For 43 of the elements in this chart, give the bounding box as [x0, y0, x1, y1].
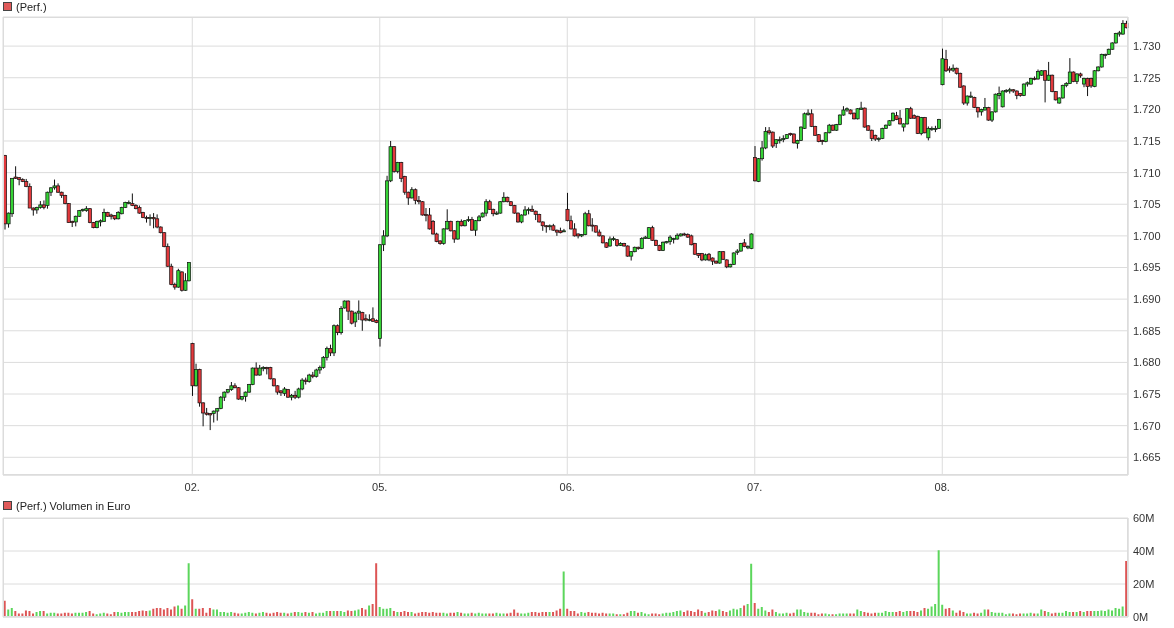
candlestick	[862, 106, 867, 129]
candlestick	[427, 207, 432, 231]
bar	[375, 563, 378, 617]
x-tick-label: 07.	[747, 480, 763, 493]
y-tick-label: 60M	[1133, 511, 1155, 524]
candlestick	[356, 299, 361, 321]
y-tick-label: 1.685	[1133, 324, 1161, 337]
x-tick-label: 08.	[934, 480, 950, 493]
bar	[173, 606, 176, 617]
y-tick-label: 1.730	[1133, 40, 1161, 52]
y-tick-label: 1.720	[1133, 103, 1161, 116]
bar	[562, 571, 565, 617]
y-tick-label: 1.680	[1133, 356, 1161, 369]
y-tick-label: 1.710	[1133, 166, 1161, 179]
bar	[187, 563, 190, 617]
y-tick-label: 1.715	[1133, 134, 1161, 147]
y-tick-label: 1.670	[1133, 419, 1161, 432]
x-tick-label: 02.	[184, 480, 200, 493]
y-tick-label: 1.695	[1133, 261, 1161, 274]
y-tick-label: 1.690	[1133, 293, 1161, 306]
bar	[191, 599, 194, 617]
y-tick-label: 1.725	[1133, 71, 1161, 84]
y-tick-label: 40M	[1133, 544, 1155, 557]
candlestick	[278, 389, 283, 397]
y-tick-label: 1.665	[1133, 451, 1161, 464]
chart-title: (Perf.) Volumen in Euro	[16, 499, 131, 512]
x-tick-label: 05.	[372, 480, 388, 493]
bar	[378, 607, 381, 617]
candlestick	[27, 182, 32, 209]
bar	[1125, 560, 1128, 617]
x-tick-label: 06.	[559, 480, 575, 493]
y-tick-label: 1.700	[1133, 229, 1161, 242]
bar	[686, 610, 689, 617]
y-tick-label: 0M	[1133, 610, 1149, 623]
y-tick-label: 1.705	[1133, 198, 1161, 211]
bar	[750, 563, 753, 617]
y-tick-label: 20M	[1133, 577, 1155, 590]
bar	[937, 550, 940, 617]
y-tick-label: 1.675	[1133, 387, 1161, 400]
bar	[753, 602, 756, 617]
chart-title: (Perf.)	[16, 0, 47, 13]
bar	[934, 603, 937, 617]
bar	[3, 600, 6, 617]
